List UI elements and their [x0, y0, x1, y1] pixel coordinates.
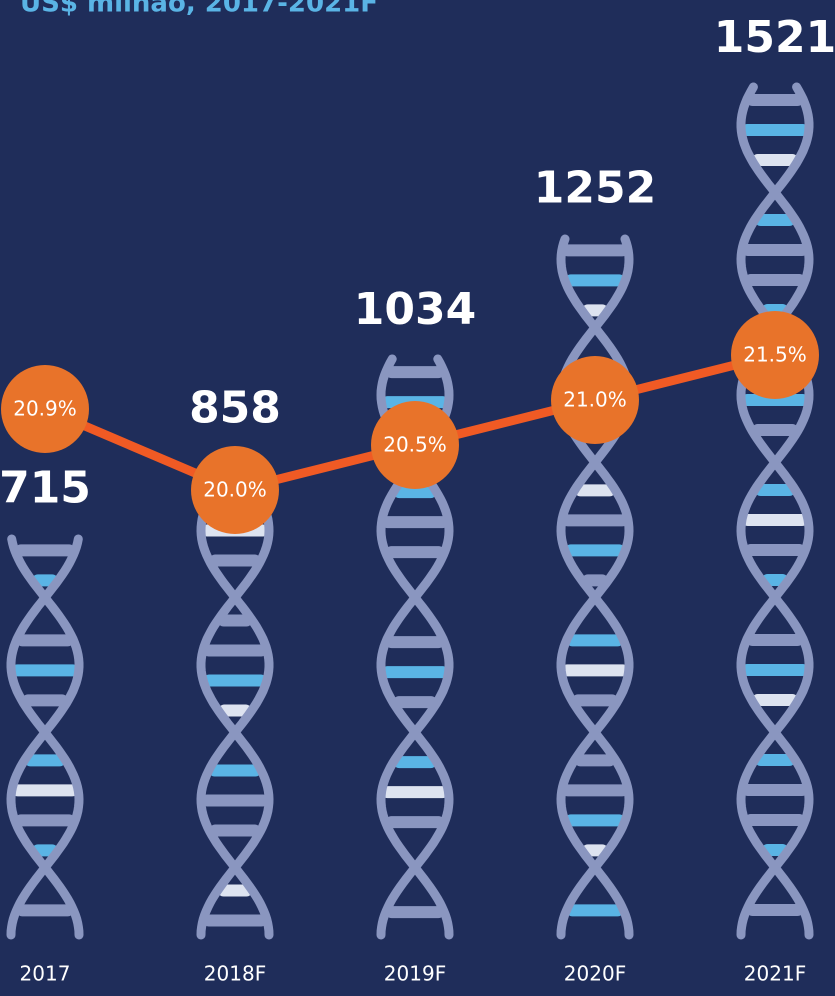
dna-bar: [556, 234, 634, 940]
growth-marker: [1, 365, 89, 453]
value-label: 1521: [714, 12, 835, 63]
dna-strand: [196, 454, 274, 940]
value-label: 715: [0, 462, 91, 513]
dna-strand: [736, 82, 814, 940]
growth-marker: [551, 356, 639, 444]
dna-strand: [556, 234, 634, 940]
dna-strand: [556, 234, 634, 940]
value-label: 858: [189, 383, 281, 434]
growth-marker: [731, 311, 819, 399]
chart-title: US$ milhão, 2017-2021F: [20, 0, 378, 19]
value-label: 1252: [534, 162, 656, 213]
x-tick-label: 2020F: [564, 962, 626, 986]
growth-label: 20.9%: [13, 397, 77, 421]
dna-strand: [736, 82, 814, 940]
dna-strand: [196, 454, 274, 940]
dna-bar: [196, 454, 274, 940]
dna-bar: [736, 82, 814, 940]
dna-bar: [6, 534, 84, 940]
x-tick-label: 2019F: [384, 962, 446, 986]
dna-strand: [6, 534, 84, 940]
growth-label: 21.0%: [563, 388, 627, 412]
growth-label: 20.0%: [203, 478, 267, 502]
x-tick-label: 2021F: [744, 962, 806, 986]
x-tick-label: 2017: [20, 962, 71, 986]
growth-label: 20.5%: [383, 433, 447, 457]
growth-marker: [191, 446, 279, 534]
growth-marker: [371, 401, 459, 489]
x-tick-label: 2018F: [204, 962, 266, 986]
growth-label: 21.5%: [743, 343, 807, 367]
value-label: 1034: [354, 284, 476, 335]
